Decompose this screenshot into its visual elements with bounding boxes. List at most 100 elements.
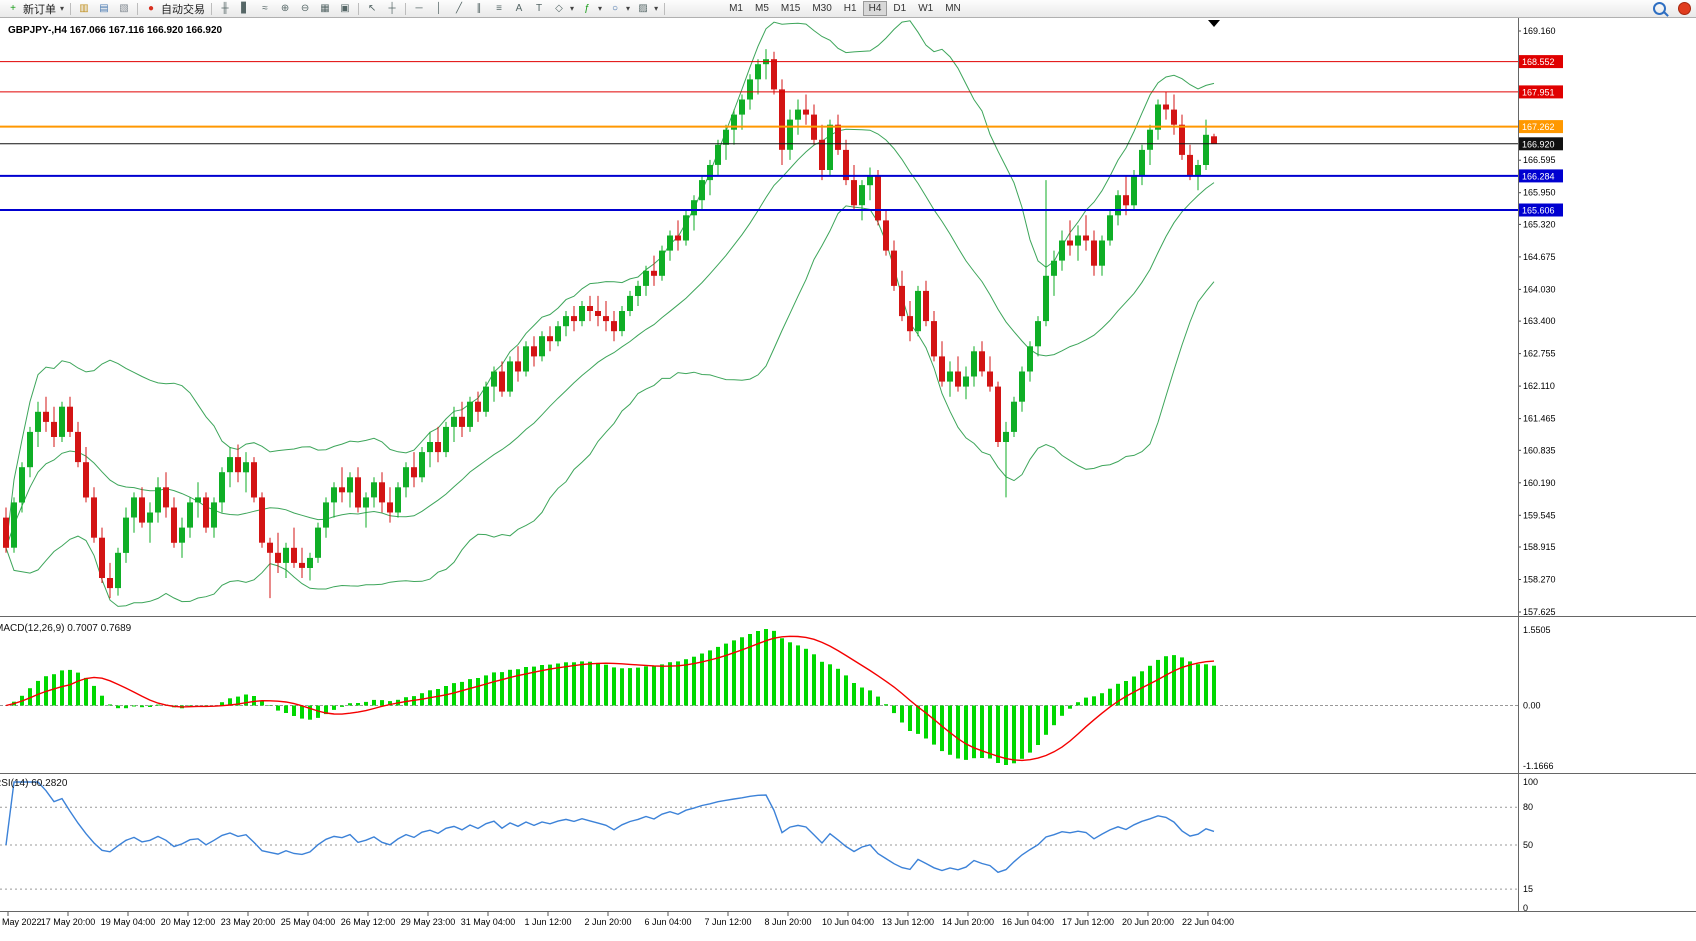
time-tick-label: 14 Jun 20:00	[942, 917, 994, 927]
price-line-badge-label: 168.552	[1522, 57, 1555, 67]
candle-body	[155, 487, 161, 513]
vertical-line-button[interactable]: │	[429, 1, 449, 16]
grid-button[interactable]: ▦	[315, 1, 335, 16]
trendline-button[interactable]: ╱	[449, 1, 469, 16]
macd-histogram	[12, 629, 1216, 765]
candle-body	[547, 336, 553, 342]
market-watch-button[interactable]: ▥	[74, 1, 94, 16]
price-axis[interactable]: 169.160 166.595 165.950 165.320 164.675 164.0…	[1518, 26, 1556, 617]
templates-button[interactable]: ▨ ▾	[633, 1, 661, 16]
candle-body	[859, 185, 865, 206]
new-order-label: 新订单	[23, 3, 56, 16]
candle-body	[187, 502, 193, 528]
candle-body	[363, 497, 369, 508]
candle-body	[491, 371, 497, 387]
timeframe-m5-button[interactable]: M5	[749, 1, 775, 16]
vertical-line-icon: │	[435, 3, 443, 14]
fibonacci-button[interactable]: ≡	[489, 1, 509, 16]
candle-body	[315, 527, 321, 558]
candle-body	[1019, 371, 1025, 402]
text-button[interactable]: A	[509, 1, 529, 16]
price-line-badge	[1519, 137, 1563, 151]
zoom-in-button[interactable]: ⊕	[275, 1, 295, 16]
crosshair-button[interactable]: ┼	[382, 1, 402, 16]
navigator-button[interactable]: ▧	[114, 1, 134, 16]
candle-body	[99, 537, 105, 578]
price-tick-label: 158.270	[1523, 575, 1556, 585]
candle-body	[755, 64, 761, 80]
price-line-badge-label: 166.920	[1522, 139, 1555, 149]
candle-body	[267, 542, 273, 553]
text-label-icon: T	[535, 3, 543, 14]
timeframe-d1-button[interactable]: D1	[887, 1, 912, 16]
indicators-button[interactable]: ƒ ▾	[577, 1, 605, 16]
community-icon[interactable]	[1678, 2, 1691, 15]
price-tick-label: 162.755	[1523, 349, 1556, 359]
candle-body	[419, 452, 425, 478]
candle-body	[835, 124, 841, 150]
candle-body	[1083, 235, 1089, 241]
candle-body	[1195, 165, 1201, 176]
channel-button[interactable]: ∥	[469, 1, 489, 16]
candle-body	[803, 109, 809, 115]
candle-body	[995, 386, 1001, 442]
candle-body	[411, 467, 417, 478]
candle-body	[1035, 321, 1041, 347]
candle-body	[1051, 260, 1057, 276]
candle-body	[563, 316, 569, 327]
bar-chart-button[interactable]: ╫	[215, 1, 235, 16]
data-window-button[interactable]: ▤	[94, 1, 114, 16]
timeframe-m15-button[interactable]: M15	[775, 1, 806, 16]
auto-trading-button[interactable]: ● 自动交易	[141, 1, 208, 16]
toolbar-separator	[358, 2, 360, 15]
periods-button[interactable]: ○ ▾	[605, 1, 633, 16]
candle-body	[19, 467, 25, 503]
shapes-button[interactable]: ◇ ▾	[549, 1, 577, 16]
price-tick-label: 163.400	[1523, 316, 1556, 326]
tile-windows-button[interactable]: ▣	[335, 1, 355, 16]
timeframe-h1-button[interactable]: H1	[838, 1, 863, 16]
toolbar-separator	[211, 2, 213, 15]
timeframe-m1-button[interactable]: M1	[723, 1, 749, 16]
search-icon[interactable]	[1653, 2, 1666, 15]
periods-icon: ○	[612, 3, 619, 14]
candle-body	[611, 321, 617, 332]
channel-icon: ∥	[476, 3, 482, 14]
candle-body	[667, 235, 673, 251]
price-tick-label: 157.625	[1523, 607, 1556, 617]
macd-scale-label: 0.00	[1523, 701, 1541, 711]
timeframe-w1-button[interactable]: W1	[912, 1, 939, 16]
rsi-label: RSI(14) 60.2820	[0, 778, 68, 789]
candle-body	[867, 175, 873, 186]
candle-body	[3, 517, 9, 548]
crosshair-icon: ┼	[388, 3, 396, 14]
navigator-icon: ▧	[119, 3, 129, 14]
candle-body	[1203, 134, 1209, 165]
candle-body	[603, 316, 609, 322]
candle-body	[51, 421, 57, 437]
candle-body	[971, 351, 977, 377]
cursor-button[interactable]: ↖	[362, 1, 382, 16]
time-tick-label: 26 May 12:00	[341, 917, 396, 927]
time-axis[interactable]: May 2022 17 May 20:00 19 May 04:00 20 May 1…	[2, 912, 1234, 927]
timeframe-h4-button[interactable]: H4	[862, 1, 888, 16]
candle-body	[1211, 136, 1217, 144]
candle-body	[403, 467, 409, 488]
candle-body	[731, 114, 737, 130]
text-label-button[interactable]: T	[529, 1, 549, 16]
candle-body	[923, 290, 929, 322]
candle-body	[243, 462, 249, 473]
horizontal-line-button[interactable]: ─	[409, 1, 429, 16]
timeframe-m30-button[interactable]: M30	[806, 1, 837, 16]
candle-body	[35, 411, 41, 432]
candlestick-chart-button[interactable]: ▋	[235, 1, 255, 16]
new-order-button[interactable]: + 新订单 ▾	[3, 1, 67, 16]
zoom-out-icon: ⊖	[300, 3, 310, 14]
candle-body	[331, 487, 337, 503]
timeframe-mn-button[interactable]: MN	[939, 1, 967, 16]
line-chart-button[interactable]: ≈	[255, 1, 275, 16]
zoom-out-button[interactable]: ⊖	[295, 1, 315, 16]
candle-body	[619, 311, 625, 332]
price-line-badge-label: 167.262	[1522, 122, 1555, 132]
